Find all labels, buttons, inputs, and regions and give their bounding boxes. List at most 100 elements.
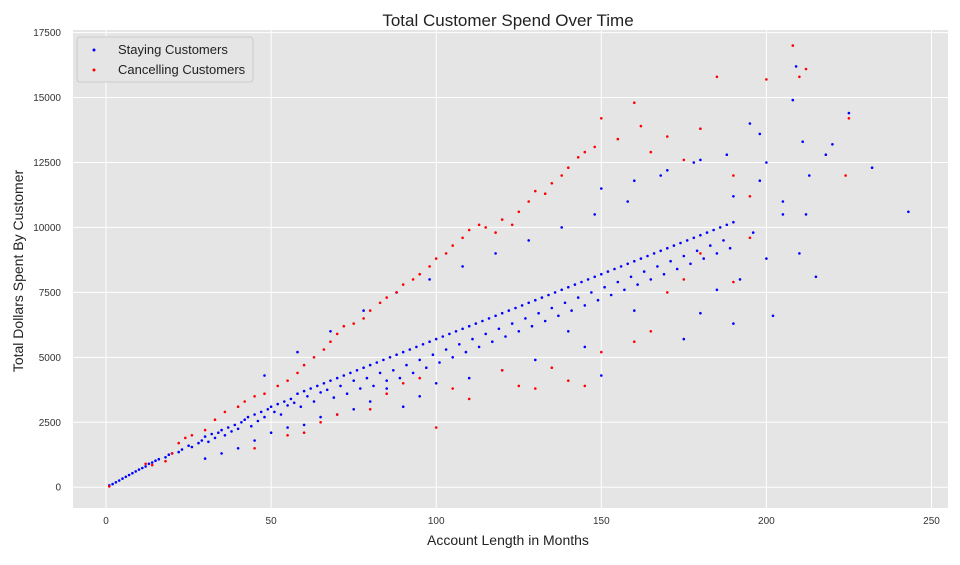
cancelling-point — [682, 158, 686, 162]
cancelling-point — [484, 226, 488, 229]
staying-point — [500, 311, 504, 315]
cancelling-point — [434, 426, 438, 429]
staying-point — [824, 153, 828, 156]
staying-point — [269, 431, 273, 435]
staying-point — [550, 306, 554, 310]
staying-point — [659, 174, 662, 177]
legend-marker-cancelling — [92, 68, 96, 72]
staying-point — [692, 161, 696, 164]
staying-point — [263, 374, 266, 377]
staying-point — [253, 439, 256, 442]
cancelling-point — [765, 78, 768, 81]
legend: Staying Customers Cancelling Customers — [76, 36, 254, 83]
staying-point — [124, 475, 128, 479]
x-axis-label: Account Length in Months — [427, 532, 589, 548]
x-axis-ticks: 0 50 100 150 200 250 — [103, 516, 940, 527]
staying-point — [590, 291, 593, 294]
staying-point — [484, 332, 488, 336]
staying-point — [461, 327, 464, 331]
staying-point — [623, 288, 626, 292]
staying-point — [794, 65, 798, 68]
staying-point — [349, 371, 352, 375]
staying-point — [312, 400, 316, 403]
cancelling-point — [583, 384, 587, 388]
cancelling-point — [444, 252, 448, 255]
staying-point — [127, 473, 131, 477]
cancelling-point — [649, 150, 653, 154]
cancelling-point — [560, 174, 563, 177]
staying-point — [180, 448, 184, 451]
staying-point — [408, 348, 412, 351]
staying-point — [451, 356, 455, 359]
staying-point — [306, 395, 309, 398]
cancelling-point — [534, 189, 537, 193]
x-tick-label: 0 — [103, 516, 109, 527]
staying-point — [220, 452, 223, 455]
staying-point — [378, 371, 382, 375]
staying-point — [395, 353, 398, 357]
cancelling-point — [395, 291, 398, 294]
staying-point — [273, 410, 276, 414]
staying-point — [144, 465, 147, 468]
cancelling-point — [699, 252, 702, 255]
staying-point — [732, 322, 735, 325]
cancelling-point — [342, 324, 346, 328]
staying-point — [246, 415, 250, 419]
cancelling-point — [428, 265, 431, 268]
legend-marker-staying — [92, 48, 96, 52]
staying-point — [425, 366, 428, 370]
plot-area — [73, 30, 948, 508]
staying-point — [712, 228, 715, 232]
staying-point — [649, 278, 653, 281]
cancelling-point — [236, 405, 240, 409]
cancelling-point — [322, 348, 326, 351]
staying-point — [583, 345, 587, 349]
cancelling-point — [335, 332, 339, 336]
cancelling-point — [401, 283, 405, 286]
staying-point — [421, 343, 425, 346]
cancelling-point — [494, 231, 497, 234]
cancelling-point — [170, 452, 174, 455]
staying-point — [434, 382, 438, 385]
legend-label-cancelling: Cancelling Customers — [118, 62, 246, 77]
cancelling-point — [319, 421, 322, 424]
y-tick-label: 2500 — [39, 418, 62, 429]
staying-point — [652, 252, 656, 255]
staying-point — [471, 337, 474, 341]
staying-point — [299, 405, 303, 409]
staying-point — [276, 402, 280, 406]
staying-point — [302, 423, 306, 427]
staying-point — [814, 275, 818, 279]
staying-point — [808, 174, 811, 177]
staying-point — [382, 358, 385, 362]
staying-point — [210, 432, 213, 436]
staying-point — [322, 382, 326, 385]
staying-point — [226, 426, 230, 429]
staying-point — [573, 283, 577, 286]
staying-point — [596, 298, 600, 302]
staying-point — [190, 445, 194, 449]
staying-point — [339, 384, 342, 388]
staying-point — [474, 322, 478, 325]
staying-point — [375, 361, 379, 364]
staying-point — [415, 345, 418, 349]
staying-point — [385, 379, 389, 383]
staying-point — [504, 335, 507, 338]
staying-point — [537, 311, 540, 315]
staying-point — [316, 384, 319, 388]
cancelling-point — [296, 371, 299, 375]
staying-point — [699, 158, 702, 162]
staying-point — [639, 257, 643, 260]
staying-point — [636, 283, 639, 286]
staying-point — [481, 319, 484, 323]
cancelling-point — [550, 182, 554, 185]
staying-point — [461, 265, 464, 268]
staying-point — [464, 350, 468, 354]
cancelling-point — [527, 200, 530, 203]
staying-point — [411, 371, 415, 375]
staying-point — [804, 213, 808, 216]
cancelling-point — [253, 395, 256, 398]
staying-point — [685, 239, 689, 242]
staying-point — [642, 270, 646, 273]
staying-point — [329, 379, 332, 383]
